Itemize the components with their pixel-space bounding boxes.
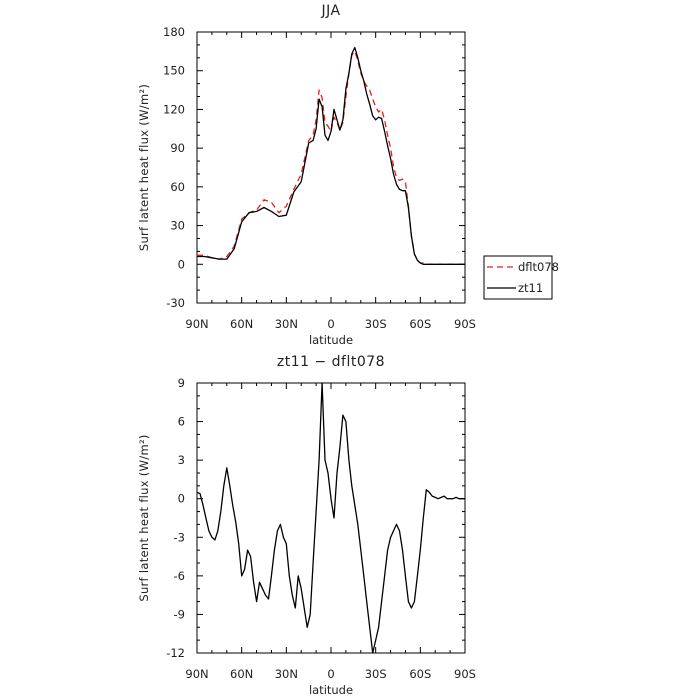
x-tick-label: 60S <box>409 317 431 331</box>
legend-box <box>483 255 553 300</box>
y-tick-label: 0 <box>178 492 185 506</box>
y-axis-label: Surf latent heat flux (W/m²) <box>137 84 151 251</box>
x-tick-label: 30S <box>365 317 387 331</box>
x-axis-label: latitude <box>309 333 353 347</box>
y-axis-label: Surf latent heat flux (W/m²) <box>137 434 151 601</box>
x-tick-label: 60N <box>230 667 253 681</box>
y-tick-label: 60 <box>170 180 185 194</box>
y-tick-label: -6 <box>174 569 185 583</box>
y-tick-label: -3 <box>174 530 185 544</box>
x-tick-label: 90N <box>185 317 208 331</box>
chart-panel-1: JJA -30 0 30 60 90 120 150 180 90N 60N 30N 0 30S 60S 90… <box>137 3 559 347</box>
plot-frame <box>196 31 466 304</box>
y-tick-label: -12 <box>166 646 185 660</box>
legend-label: dflt078 <box>518 260 559 274</box>
chart-panel-2: zt11 − dflt078 -12 -9 -6 -3 0 3 6 9 90N 60N 30N 0 30S… <box>137 354 476 697</box>
x-tick-label: 90S <box>454 317 476 331</box>
chart-title: zt11 − dflt078 <box>277 354 385 370</box>
y-tick-label: 150 <box>163 64 185 78</box>
x-tick-label: 90S <box>454 667 476 681</box>
x-tick-label: 60S <box>409 667 431 681</box>
y-tick-label: -30 <box>166 296 185 310</box>
series-line-zt11-dflt078 <box>196 382 465 654</box>
x-axis-label: latitude <box>309 683 353 697</box>
y-tick-label: 3 <box>178 453 185 467</box>
chart-title: JJA <box>320 3 340 19</box>
y-tick-label: 180 <box>163 25 185 39</box>
x-tick-label: 30N <box>275 667 298 681</box>
y-tick-label: 90 <box>170 141 185 155</box>
y-tick-label: 30 <box>170 219 185 233</box>
y-tick-label: -9 <box>174 607 185 621</box>
x-tick-label: 90N <box>185 667 208 681</box>
y-tick-label: 120 <box>163 102 185 116</box>
plot-frame <box>196 382 466 654</box>
legend: dflt078 zt11 <box>483 255 559 300</box>
x-tick-label: 0 <box>327 317 334 331</box>
x-tick-label: 30S <box>365 667 387 681</box>
series-line-zt11 <box>197 46 465 265</box>
y-tick-label: 6 <box>178 415 185 429</box>
x-tick-label: 30N <box>275 317 298 331</box>
x-tick-label: 60N <box>230 317 253 331</box>
y-tick-label: 9 <box>178 376 185 390</box>
x-tick-label: 0 <box>327 667 334 681</box>
y-tick-label: 0 <box>178 257 185 271</box>
series-line-dflt078 <box>197 50 465 265</box>
legend-label: zt11 <box>518 281 543 295</box>
